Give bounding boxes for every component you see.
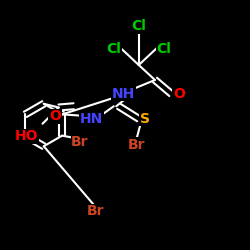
Text: NH: NH bbox=[112, 87, 136, 101]
Text: Br: Br bbox=[128, 138, 145, 152]
Text: S: S bbox=[140, 112, 150, 126]
Text: Cl: Cl bbox=[131, 19, 146, 33]
Text: O: O bbox=[49, 109, 61, 123]
Text: Cl: Cl bbox=[156, 42, 171, 56]
Text: HN: HN bbox=[80, 112, 103, 126]
Text: Cl: Cl bbox=[106, 42, 121, 56]
Text: Br: Br bbox=[71, 136, 89, 149]
Text: O: O bbox=[173, 87, 185, 101]
Text: Br: Br bbox=[86, 204, 104, 218]
Text: HO: HO bbox=[14, 129, 38, 143]
